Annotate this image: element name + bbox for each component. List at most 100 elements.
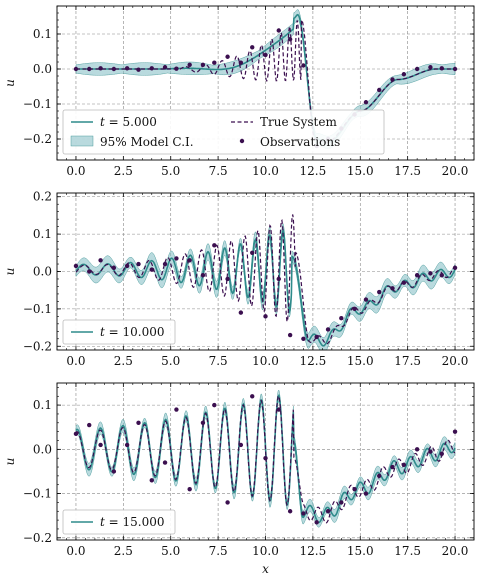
x-tick-label: 2.5 <box>114 544 133 558</box>
x-tick-label: 15.0 <box>347 544 374 558</box>
y-tick-label: 0.1 <box>33 398 52 412</box>
observation-point <box>301 336 306 341</box>
observation-point <box>238 442 244 448</box>
observation-point <box>276 28 281 33</box>
observation-point <box>111 66 117 72</box>
observation-point <box>212 60 217 65</box>
observation-point <box>225 500 230 505</box>
x-tick-label: 20.0 <box>442 354 469 368</box>
observation-point <box>212 243 217 248</box>
y-axis-label: u <box>3 458 17 466</box>
observation-point <box>162 261 168 267</box>
observation-point <box>87 269 92 274</box>
observation-point <box>162 65 168 70</box>
observation-point <box>238 310 244 315</box>
y-tick-label: 0.1 <box>33 27 52 41</box>
observation-point <box>301 63 306 68</box>
y-axis-label: u <box>3 79 17 87</box>
observation-point <box>174 407 179 412</box>
observation-point <box>363 491 369 496</box>
x-tick-label: 2.5 <box>114 354 133 368</box>
x-tick-label: 7.5 <box>209 544 228 558</box>
observation-point <box>363 297 369 302</box>
observation-point <box>377 473 382 479</box>
observation-point <box>401 72 407 77</box>
y-tick-label: 0.0 <box>33 265 52 279</box>
observation-point <box>339 500 344 505</box>
observation-point <box>363 100 369 105</box>
observation-point <box>187 258 192 263</box>
observation-point <box>287 37 293 42</box>
y-tick-label: 0.0 <box>33 442 52 456</box>
observation-point <box>187 62 192 67</box>
observation-point <box>174 66 179 71</box>
legend-box <box>62 509 176 535</box>
observation-point <box>452 429 458 434</box>
y-tick-label: 0.2 <box>33 190 52 204</box>
x-tick-label: 12.5 <box>300 354 327 368</box>
observation-point <box>200 62 206 67</box>
observation-point <box>250 45 255 50</box>
legend-model-label: t = 10.000 <box>100 325 165 339</box>
observation-point <box>390 286 395 291</box>
legend-band-label: 95% Model C.I. <box>100 135 194 149</box>
legend-model-label: t = 5.000 <box>100 115 157 129</box>
observation-point <box>301 511 306 516</box>
confidence-band <box>75 223 456 350</box>
observation-point <box>439 451 444 456</box>
observation-point <box>124 263 130 269</box>
legend-box <box>62 319 176 345</box>
observation-point <box>250 394 255 399</box>
x-tick-label: 5.0 <box>161 544 180 558</box>
observation-point <box>200 420 206 426</box>
y-tick-label: −0.1 <box>23 487 52 501</box>
x-tick-label: 15.0 <box>347 354 374 368</box>
observation-point <box>87 66 92 72</box>
observation-point <box>136 420 141 426</box>
observation-point <box>136 67 141 72</box>
x-tick-label: 12.5 <box>300 544 327 558</box>
x-tick-label: 0.0 <box>66 544 85 558</box>
observation-point <box>401 280 407 285</box>
observation-point <box>414 66 420 72</box>
y-tick-label: −0.2 <box>23 531 52 545</box>
observation-point <box>377 289 382 295</box>
x-tick-label: 17.5 <box>394 164 421 178</box>
true-system-line <box>75 214 456 345</box>
observation-point <box>200 273 206 278</box>
chart-panel-3: 0.0 2.5 5.0 7.5 10.0 12.5 15.0 17.5 20.0 0.1 0.0 −0… <box>3 382 475 576</box>
observation-point <box>149 478 154 483</box>
observation-point <box>111 469 117 474</box>
observation-point <box>287 332 293 338</box>
chart-panel-1: 0.0 2.5 5.0 7.5 10.0 12.5 15.0 17.5 20.0 0.1 0.0 −0… <box>3 5 475 178</box>
observation-point <box>124 66 130 71</box>
observation-point <box>225 54 230 59</box>
observation-point <box>401 462 407 468</box>
legend-box <box>62 109 385 155</box>
observation-point <box>263 314 268 319</box>
observation-point <box>452 66 458 72</box>
observation-point <box>111 265 117 270</box>
true-system-line <box>76 18 455 144</box>
observation-point <box>98 442 103 448</box>
legend-obs-swatch <box>239 138 245 144</box>
observation-point <box>390 77 395 82</box>
observation-point <box>287 509 293 514</box>
observation-point <box>390 464 395 470</box>
observation-point <box>428 271 433 276</box>
observation-point <box>187 486 192 492</box>
observation-point <box>339 316 344 321</box>
y-tick-label: −0.2 <box>23 339 52 353</box>
observation-point <box>174 256 179 261</box>
observation-point <box>377 87 382 93</box>
x-tick-label: 17.5 <box>394 544 421 558</box>
x-tick-label: 10.0 <box>252 164 279 178</box>
legend: t = 5.000 95% Model C.I. True System Observ… <box>62 109 385 155</box>
observation-point <box>352 306 357 312</box>
observation-point <box>212 402 217 408</box>
observation-point <box>73 263 79 269</box>
observation-point <box>439 66 444 71</box>
chart-panel-2: 0.0 2.5 5.0 7.5 10.0 12.5 15.0 17.5 20.0 0.2 0.1 0.… <box>3 190 475 368</box>
observation-point <box>162 460 168 465</box>
observation-point <box>263 52 268 58</box>
